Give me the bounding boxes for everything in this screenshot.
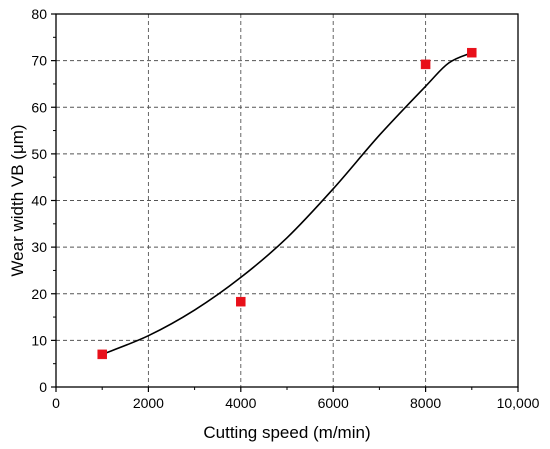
data-markers [97, 47, 477, 360]
y-tick-label: 60 [31, 99, 47, 115]
data-point-marker [467, 47, 477, 58]
data-point-marker [97, 349, 107, 360]
x-axis-tick-labels: 0 2000 4000 6000 8000 10,000 [52, 395, 540, 411]
x-tick-label: 10,000 [497, 395, 540, 411]
y-axis-label: Wear width VB (μm) [8, 124, 27, 276]
grid [56, 14, 518, 387]
data-point-marker [420, 59, 431, 70]
y-tick-label: 80 [31, 6, 47, 22]
y-tick-label: 70 [31, 53, 47, 69]
fit-curve-layer [101, 51, 473, 356]
y-tick-label: 30 [31, 239, 47, 255]
axis-ticks [51, 13, 519, 392]
y-tick-label: 10 [31, 332, 47, 348]
x-axis-label: Cutting speed (m/min) [203, 423, 370, 442]
y-tick-label: 0 [39, 379, 47, 395]
x-tick-label: 0 [52, 395, 60, 411]
y-axis-tick-labels: 0 10 20 30 40 50 60 70 80 [31, 6, 47, 395]
y-tick-label: 40 [31, 193, 47, 209]
y-tick-label: 20 [31, 286, 47, 302]
data-point-marker [236, 296, 246, 307]
x-tick-label: 2000 [133, 395, 164, 411]
fit-curve-line [101, 51, 473, 356]
x-tick-label: 8000 [410, 395, 441, 411]
y-tick-label: 50 [31, 146, 47, 162]
x-tick-label: 4000 [225, 395, 256, 411]
x-tick-label: 6000 [318, 395, 349, 411]
